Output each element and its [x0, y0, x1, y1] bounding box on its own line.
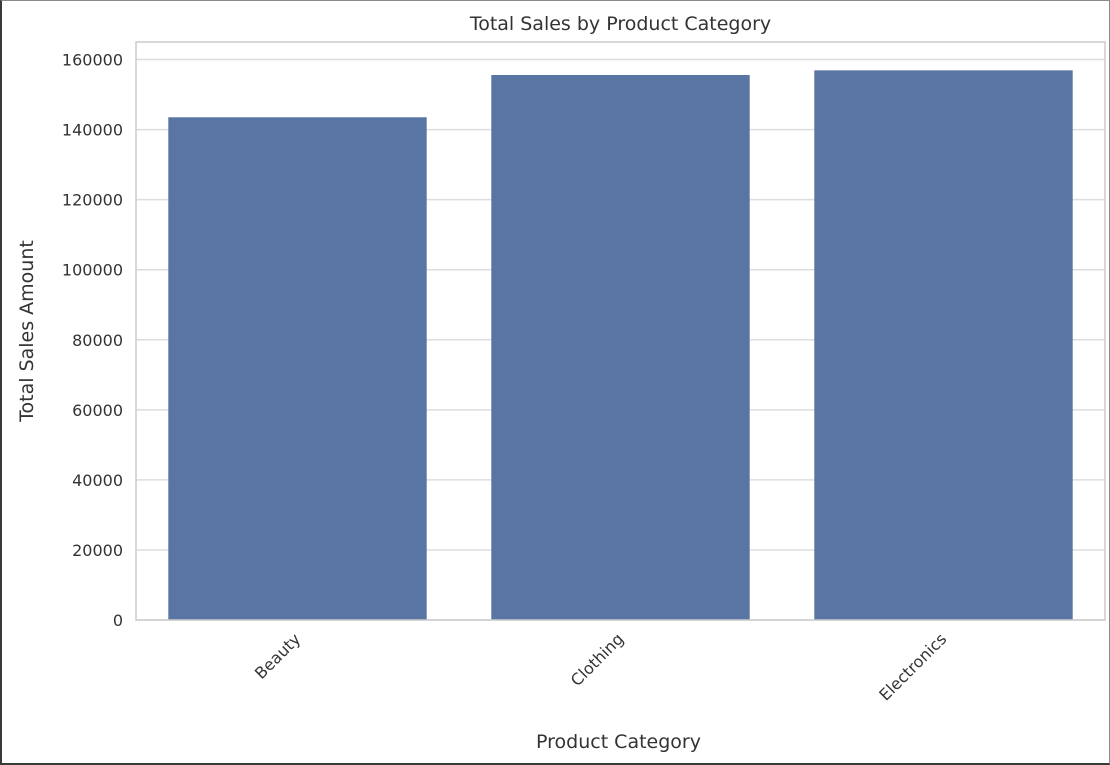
y-axis-label: Total Sales Amount: [16, 240, 38, 423]
bars: [168, 70, 1073, 621]
bar-electronics: [814, 70, 1073, 620]
y-tick-labels: 0 20000 40000 60000 80000 100000 120000 140000 1…: [62, 51, 123, 630]
bar-clothing: [491, 74, 750, 621]
y-tick-label: 160000: [62, 51, 123, 70]
x-tick-labels: Beauty Clothing Electronics: [251, 629, 950, 704]
y-tick-label: 100000: [62, 261, 123, 280]
y-tick-label: 80000: [72, 331, 123, 350]
bar-beauty: [168, 117, 427, 620]
x-tick-label: Electronics: [875, 629, 950, 704]
x-tick-label: Clothing: [567, 629, 628, 690]
plot-frame: [135, 41, 1106, 621]
y-tick-label: 20000: [72, 541, 123, 560]
y-tick-label: 40000: [72, 471, 123, 490]
chart-title: Total Sales by Product Category: [469, 13, 771, 35]
y-tick-label: 0: [113, 611, 123, 630]
y-tick-label: 60000: [72, 401, 123, 420]
y-tick-label: 140000: [62, 121, 123, 140]
y-tick-label: 120000: [62, 191, 123, 210]
x-tick-label: Beauty: [251, 629, 304, 682]
x-axis-label: Product Category: [536, 731, 701, 753]
